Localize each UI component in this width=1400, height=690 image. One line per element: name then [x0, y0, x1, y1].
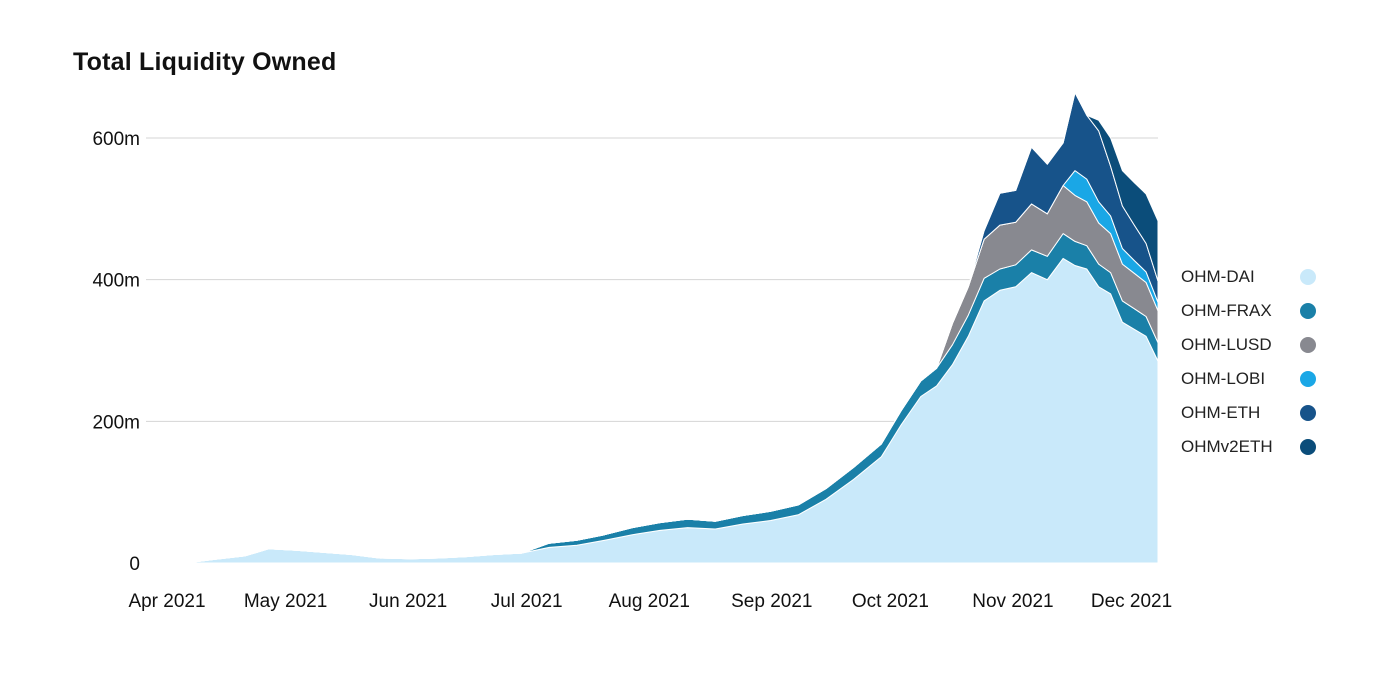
x-tick-label: Sep 2021	[731, 591, 812, 612]
legend-item[interactable]: OHM-DAI	[1181, 260, 1316, 294]
y-axis-ticks: 0 200m 400m 600m	[92, 129, 140, 575]
x-axis-ticks: Apr 2021 May 2021 Jun 2021 Jul 2021 Aug 2021…	[128, 591, 1172, 612]
area-series-group	[185, 92, 1159, 564]
y-tick-label: 600m	[92, 129, 140, 150]
area-series-ohmv2eth[interactable]	[185, 92, 1159, 564]
y-tick-label: 200m	[92, 412, 140, 433]
legend-item[interactable]: OHM-LOBI	[1181, 362, 1316, 396]
legend-label: OHM-DAI	[1181, 267, 1255, 286]
legend-item[interactable]: OHM-FRAX	[1181, 294, 1316, 328]
legend-label: OHM-ETH	[1181, 403, 1261, 422]
legend-swatch	[1300, 405, 1316, 421]
legend-swatch	[1300, 269, 1316, 285]
legend-item[interactable]: OHMv2ETH	[1181, 430, 1316, 464]
legend-label: OHMv2ETH	[1181, 437, 1273, 456]
legend-swatch	[1300, 439, 1316, 455]
legend-label: OHM-FRAX	[1181, 301, 1272, 320]
y-tick-label: 400m	[92, 271, 140, 292]
x-tick-label: Aug 2021	[609, 591, 690, 612]
x-tick-label: Jun 2021	[369, 591, 447, 612]
y-tick-label: 0	[129, 554, 140, 575]
legend-swatch	[1300, 337, 1316, 353]
x-tick-label: Nov 2021	[972, 591, 1053, 612]
x-tick-label: Apr 2021	[128, 591, 205, 612]
legend-label: OHM-LUSD	[1181, 335, 1272, 354]
x-tick-label: May 2021	[244, 591, 327, 612]
legend-item[interactable]: OHM-ETH	[1181, 396, 1316, 430]
legend-item[interactable]: OHM-LUSD	[1181, 328, 1316, 362]
x-tick-label: Oct 2021	[852, 591, 929, 612]
x-tick-label: Dec 2021	[1091, 591, 1172, 612]
legend-swatch	[1300, 371, 1316, 387]
chart-title: Total Liquidity Owned	[73, 48, 337, 76]
legend: OHM-DAI OHM-FRAX OHM-LUSD OHM-LOBI OHM-ETH OH…	[1181, 260, 1316, 464]
legend-label: OHM-LOBI	[1181, 369, 1266, 388]
x-tick-label: Jul 2021	[491, 591, 563, 612]
area-series-ohm-dai[interactable]	[185, 257, 1159, 564]
legend-swatch	[1300, 303, 1316, 319]
